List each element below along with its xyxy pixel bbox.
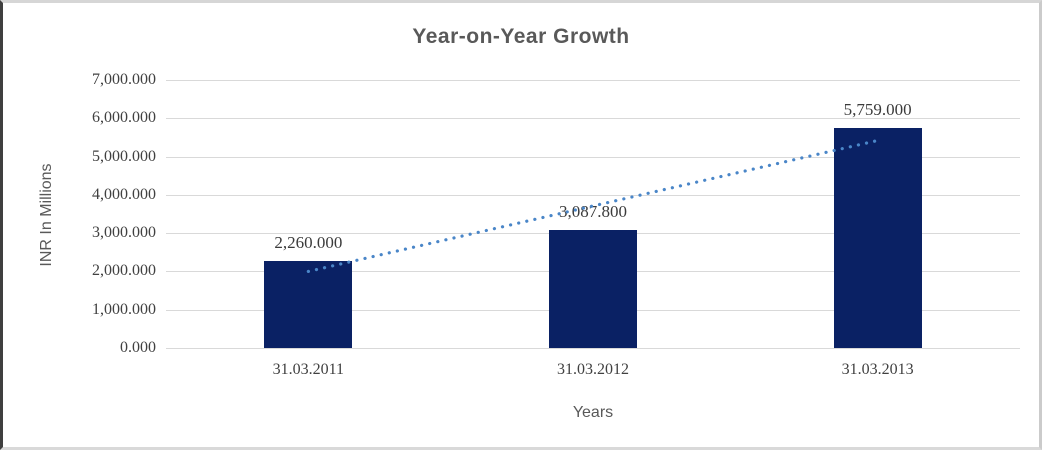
x-tick-label: 31.03.2012 [557, 361, 629, 378]
x-tick-label: 31.03.2011 [272, 361, 345, 378]
gridline [166, 194, 1020, 196]
x-axis-title: Years [572, 404, 614, 421]
y-tick-label: 4,000.000 [92, 185, 156, 203]
bar-31.03.2012 [549, 229, 637, 348]
x-tick-label: 31.03.2013 [841, 361, 914, 378]
y-tick-label: 7,000.000 [92, 71, 156, 88]
bar-31.03.2013 [833, 127, 922, 348]
trendline [306, 138, 880, 274]
data-label: 3,087.800 [559, 201, 627, 221]
y-tick-label: 1,000.000 [92, 300, 156, 318]
gridline [166, 348, 1020, 349]
x-axis-tick-labels: 31.03.2011 31.03.2012 31.03.2013 [166, 361, 1020, 379]
y-tick-label: 0.000 [120, 339, 156, 356]
gridline [166, 80, 1020, 81]
data-label: 5,759.000 [843, 99, 912, 119]
bar-31.03.2011 [264, 261, 353, 348]
y-tick-label: 2,000.000 [92, 262, 156, 280]
y-tick-label: 5,000.000 [92, 147, 156, 165]
plot-area: 2,260.000 3,087.800 5,759.000 [166, 80, 1020, 349]
gridline [166, 156, 1020, 158]
y-tick-label: 6,000.000 [92, 109, 156, 127]
y-axis-tick-labels: 0.000 1,000.000 2,000.000 3,000.000 4,000.00… [3, 71, 156, 356]
data-label: 2,260.000 [274, 233, 343, 253]
chart-title: Year-on-Year Growth [412, 25, 630, 48]
gridline [166, 118, 1020, 120]
y-tick-label: 3,000.000 [92, 224, 156, 242]
